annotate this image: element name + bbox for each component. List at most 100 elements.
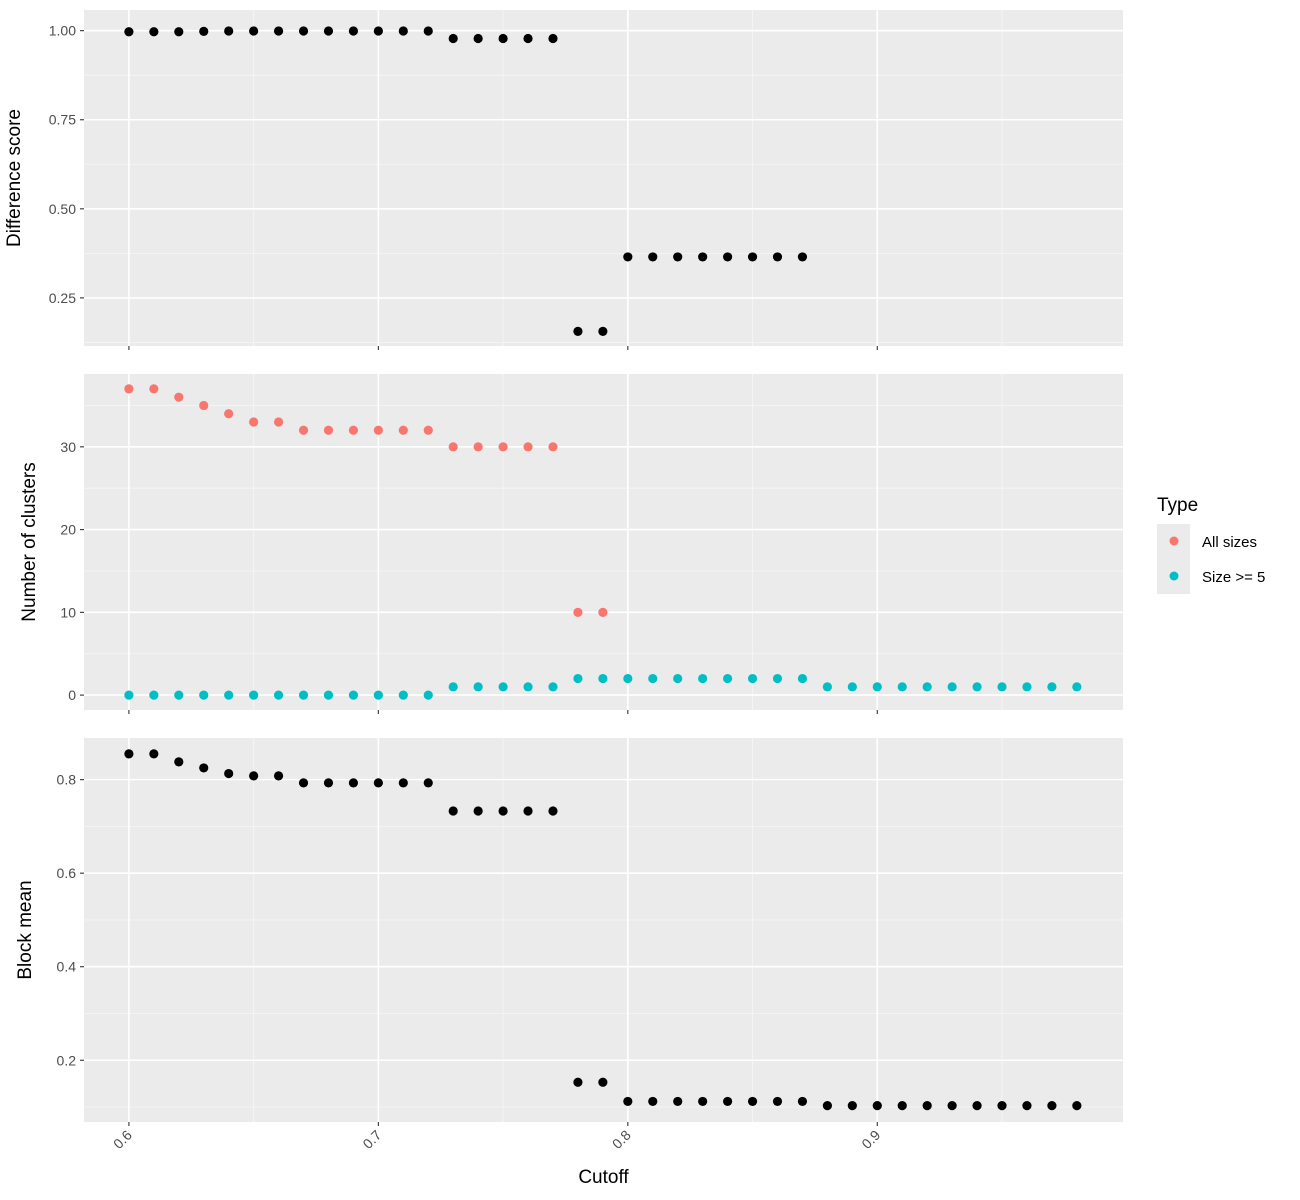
data-point [1022, 682, 1032, 692]
data-point [1047, 1101, 1057, 1111]
y-tick-label: 0.4 [57, 959, 77, 975]
data-point [498, 682, 508, 692]
data-point [423, 690, 433, 700]
y-tick-label: 0.50 [49, 201, 76, 217]
data-point [523, 33, 533, 44]
data-point [772, 673, 783, 684]
series-blockmean-0 [124, 749, 1082, 1111]
data-point [174, 392, 184, 402]
data-point [199, 763, 209, 773]
legend-swatch-all-sizes [1169, 536, 1179, 546]
data-point [648, 1096, 658, 1107]
data-point [822, 682, 832, 692]
data-point [523, 806, 533, 816]
data-point [997, 1101, 1007, 1111]
legend: Type All sizes Size >= 5 [1157, 495, 1265, 594]
data-point [1047, 682, 1057, 692]
data-point [1072, 682, 1082, 692]
panel-background [84, 738, 1123, 1122]
data-point [473, 682, 483, 692]
data-point [498, 442, 508, 452]
data-point [972, 1101, 982, 1111]
y-tick-label: 10 [60, 604, 76, 620]
data-point [872, 682, 882, 692]
x-axis-title: Cutoff [578, 1167, 629, 1188]
data-point [747, 673, 758, 684]
data-point [448, 33, 458, 44]
data-point [673, 1096, 683, 1107]
data-point [448, 806, 458, 816]
data-point [673, 252, 683, 262]
data-point [723, 673, 733, 684]
data-point [897, 682, 907, 692]
data-point [298, 26, 309, 36]
legend-title: Type [1157, 495, 1198, 516]
data-point [598, 326, 608, 336]
data-point [573, 673, 583, 684]
x-tick-label: 0.9 [858, 1127, 883, 1152]
data-point [648, 252, 658, 262]
data-point [273, 417, 284, 427]
data-point [224, 690, 234, 700]
data-point [772, 252, 783, 262]
data-point [573, 607, 583, 617]
data-point [847, 682, 857, 692]
data-point [1022, 1101, 1032, 1111]
data-point [872, 1101, 882, 1111]
data-point [249, 417, 259, 427]
data-point [797, 1096, 808, 1107]
data-point [847, 1101, 857, 1111]
data-point [124, 749, 134, 759]
y-tick-label: 0 [68, 687, 76, 703]
data-point [698, 1096, 708, 1107]
data-point [723, 252, 733, 262]
data-point [423, 778, 433, 788]
data-point [573, 1077, 583, 1087]
data-point [348, 778, 359, 788]
panel-blockmean: 0.2 0.4 0.6 0.8 Block mean [15, 738, 1123, 1126]
data-point [149, 27, 159, 37]
data-point [273, 771, 284, 781]
data-point [323, 690, 334, 700]
data-point [273, 690, 284, 700]
data-point [797, 673, 808, 684]
data-point [473, 806, 483, 816]
data-point [623, 673, 633, 684]
data-point [473, 442, 483, 452]
data-point [548, 682, 558, 692]
data-point [423, 425, 433, 435]
data-point [149, 690, 159, 700]
data-point [698, 673, 708, 684]
data-point [747, 1096, 758, 1107]
data-point [548, 33, 558, 44]
data-point [249, 690, 259, 700]
data-point [997, 682, 1007, 692]
data-point [323, 778, 334, 788]
data-point [822, 1101, 832, 1111]
data-point [548, 806, 558, 816]
series-clusters-1 [124, 673, 1082, 700]
data-point [398, 425, 408, 435]
data-point [423, 26, 433, 36]
data-point [747, 252, 758, 262]
data-point [323, 26, 334, 36]
data-point [673, 673, 683, 684]
data-point [224, 409, 234, 419]
data-point [797, 252, 808, 262]
data-point [124, 384, 134, 394]
data-point [373, 778, 383, 788]
data-point [573, 326, 583, 336]
y-axis-title-blockmean: Block mean [15, 880, 36, 979]
series-clusters-0 [124, 384, 608, 617]
data-point [298, 690, 309, 700]
panel-background [84, 10, 1123, 346]
data-point [348, 690, 359, 700]
data-point [698, 252, 708, 262]
x-tick-labels: 0.6 0.7 0.8 0.9 [110, 1127, 884, 1152]
data-point [623, 1096, 633, 1107]
data-point [124, 690, 134, 700]
x-tick-label: 0.8 [609, 1127, 634, 1152]
data-point [598, 1077, 608, 1087]
y-axis-title-difference: Difference score [4, 109, 25, 247]
